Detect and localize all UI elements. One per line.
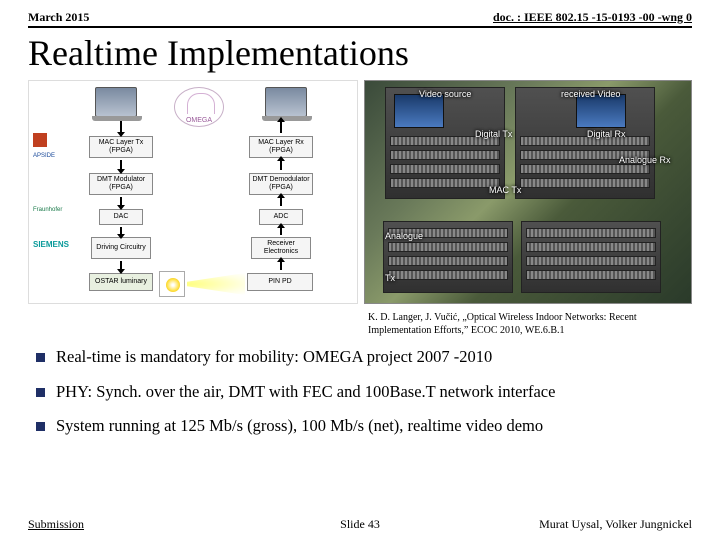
footer-slide-num: Slide 43 bbox=[340, 517, 380, 532]
footer-submission: Submission bbox=[28, 517, 84, 532]
footer-authors: Murat Uysal, Volker Jungnickel bbox=[539, 517, 692, 532]
bullet-item: PHY: Synch. over the air, DMT with FEC a… bbox=[36, 382, 692, 403]
photo-label-received-video: received Video bbox=[561, 89, 620, 99]
bullet-item: System running at 125 Mb/s (gross), 100 … bbox=[36, 416, 692, 437]
led-icon bbox=[159, 271, 185, 297]
arrow-down-icon bbox=[120, 197, 122, 206]
box-rx-elec: Receiver Electronics bbox=[251, 237, 311, 259]
monitor-icon bbox=[576, 94, 626, 128]
photo-label-video-source: Video source bbox=[419, 89, 471, 99]
citation: K. D. Langer, J. Vučić, „Optical Wireles… bbox=[368, 312, 692, 337]
header-doc: doc. : IEEE 802.15 -15-0193 -00 -wng 0 bbox=[493, 10, 692, 25]
bullet-list: Real-time is mandatory for mobility: OME… bbox=[28, 347, 692, 451]
arrow-up-icon bbox=[280, 227, 282, 235]
lab-photo: Video source received Video Digital Tx D… bbox=[364, 80, 692, 304]
box-dmt-demod: DMT Demodulator (FPGA) bbox=[249, 173, 313, 195]
logo-siemens: SIEMENS bbox=[33, 241, 77, 249]
box-luminary: OSTAR luminary bbox=[89, 273, 153, 291]
arrow-down-icon bbox=[120, 121, 122, 133]
header: March 2015 doc. : IEEE 802.15 -15-0193 -… bbox=[28, 10, 692, 28]
box-driving: Driving Circuitry bbox=[91, 237, 151, 259]
laptop-icon bbox=[265, 87, 307, 117]
box-dmt-mod: DMT Modulator (FPGA) bbox=[89, 173, 153, 195]
logo-apside-text: APSIDE bbox=[33, 153, 77, 159]
logo-apside bbox=[33, 133, 77, 147]
header-date: March 2015 bbox=[28, 10, 89, 25]
photo-label-analogue-rx: Analogue Rx bbox=[619, 155, 671, 165]
photo-label-digital-tx: Digital Tx bbox=[475, 129, 512, 139]
box-dac: DAC bbox=[99, 209, 143, 225]
omega-logo: OMEGA bbox=[174, 87, 224, 127]
arrow-up-icon bbox=[280, 197, 282, 206]
photo-label-mac-tx: MAC Tx bbox=[489, 185, 521, 195]
arrow-up-icon bbox=[280, 261, 282, 270]
box-mac-tx: MAC Layer Tx (FPGA) bbox=[89, 136, 153, 158]
block-diagram: OMEGA MAC Layer Tx (FPGA) MAC Layer Rx (… bbox=[28, 80, 358, 304]
light-cone-icon bbox=[187, 273, 245, 295]
logo-fraunhofer: Fraunhofer bbox=[33, 207, 77, 213]
equipment-rack bbox=[385, 87, 505, 199]
page-title: Realtime Implementations bbox=[28, 32, 692, 74]
equipment-rack bbox=[521, 221, 661, 293]
equipment-rack bbox=[515, 87, 655, 199]
box-pinpd: PIN PD bbox=[247, 273, 313, 291]
photo-label-analogue: Analogue bbox=[385, 231, 423, 241]
arrow-down-icon bbox=[120, 261, 122, 270]
photo-label-tx: Tx bbox=[385, 273, 395, 283]
arrow-up-icon bbox=[280, 160, 282, 170]
arrow-up-icon bbox=[280, 121, 282, 133]
figure-row: OMEGA MAC Layer Tx (FPGA) MAC Layer Rx (… bbox=[28, 80, 692, 304]
bullet-item: Real-time is mandatory for mobility: OME… bbox=[36, 347, 692, 368]
monitor-icon bbox=[394, 94, 444, 128]
footer: Submission Slide 43 Murat Uysal, Volker … bbox=[28, 516, 692, 532]
arrow-down-icon bbox=[120, 227, 122, 235]
laptop-icon bbox=[95, 87, 137, 117]
slide: March 2015 doc. : IEEE 802.15 -15-0193 -… bbox=[0, 0, 720, 540]
box-mac-rx: MAC Layer Rx (FPGA) bbox=[249, 136, 313, 158]
photo-label-digital-rx: Digital Rx bbox=[587, 129, 626, 139]
arrow-down-icon bbox=[120, 160, 122, 170]
